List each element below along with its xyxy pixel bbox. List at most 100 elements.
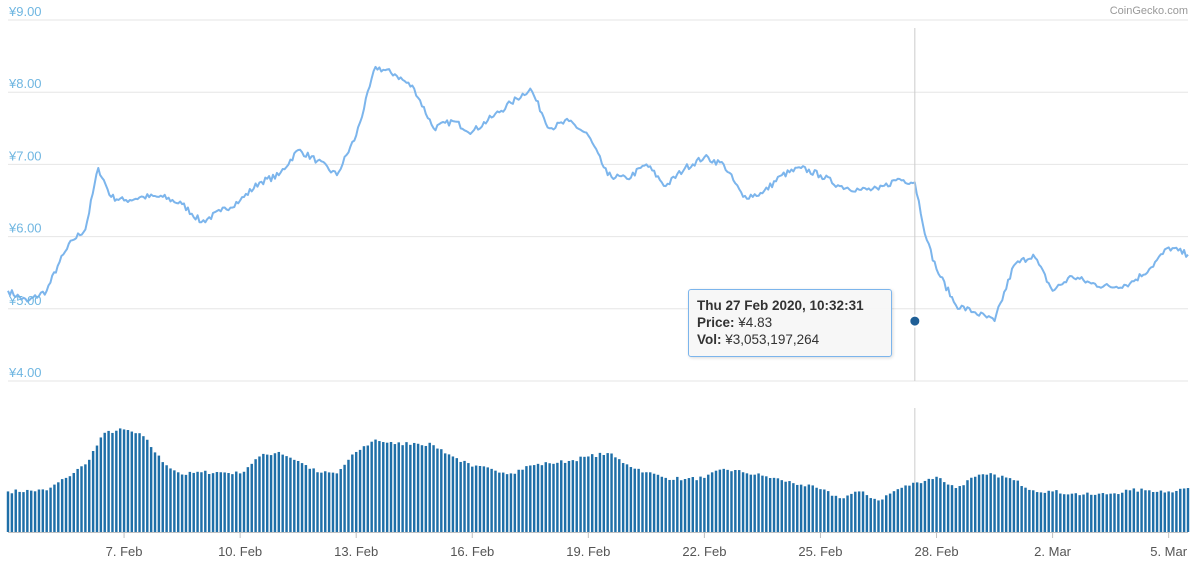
volume-bar bbox=[625, 464, 629, 532]
volume-bar bbox=[614, 457, 617, 532]
volume-bar bbox=[1140, 488, 1143, 532]
volume-bar bbox=[695, 480, 698, 532]
credit-link[interactable]: CoinGecko.com bbox=[1110, 5, 1188, 17]
x-tick-label: 22. Feb bbox=[682, 544, 726, 559]
volume-bar bbox=[842, 498, 845, 532]
volume-bar bbox=[1175, 490, 1178, 532]
volume-bar bbox=[1179, 488, 1182, 532]
x-tick-label: 7. Feb bbox=[106, 544, 143, 559]
volume-bar bbox=[316, 472, 319, 532]
volume-bar bbox=[231, 474, 234, 532]
volume-bar bbox=[1004, 477, 1008, 532]
volume-bar bbox=[68, 476, 72, 532]
x-tick-label: 5. Mar bbox=[1150, 544, 1188, 559]
volume-bar bbox=[474, 465, 478, 532]
volume-bar bbox=[629, 467, 633, 532]
volume-bar bbox=[734, 470, 737, 532]
volume-bar bbox=[687, 478, 691, 532]
volume-bar bbox=[857, 491, 861, 532]
volume-bar bbox=[443, 453, 447, 532]
volume-bar bbox=[676, 476, 679, 532]
volume-bar bbox=[378, 441, 381, 532]
volume-bar bbox=[293, 459, 296, 532]
volume-bar bbox=[374, 439, 377, 532]
y-axis-labels: ¥4.00 ¥5.00 ¥6.00 ¥7.00 ¥8.00 ¥9.00 bbox=[8, 4, 42, 380]
volume-bar bbox=[215, 472, 219, 532]
volume-bar bbox=[981, 474, 985, 532]
price-line bbox=[7, 65, 1189, 323]
volume-bar bbox=[331, 472, 335, 532]
volume-bar bbox=[1062, 494, 1066, 532]
x-tick-label: 16. Feb bbox=[450, 544, 494, 559]
volume-bar bbox=[269, 455, 273, 532]
volume-bar bbox=[973, 476, 977, 532]
volume-bar bbox=[126, 430, 130, 532]
volume-bar bbox=[1128, 490, 1132, 532]
volume-bar bbox=[505, 474, 509, 532]
volume-bar bbox=[943, 482, 946, 532]
volume-bar bbox=[896, 489, 900, 532]
volume-bar bbox=[792, 483, 795, 532]
volume-bar bbox=[397, 442, 400, 532]
volume-bar bbox=[869, 498, 872, 532]
tooltip-vol-row: Vol: ¥3,053,197,264 bbox=[697, 331, 883, 348]
volume-bar bbox=[146, 439, 149, 532]
volume-bar bbox=[1136, 491, 1139, 532]
volume-bar bbox=[575, 461, 578, 532]
hover-point-marker[interactable] bbox=[908, 314, 922, 328]
volume-bar bbox=[579, 456, 582, 532]
volume-bar bbox=[1101, 493, 1105, 532]
volume-bar bbox=[1016, 480, 1019, 532]
volume-bar bbox=[277, 451, 281, 532]
volume-bar bbox=[556, 462, 559, 532]
volume-bar bbox=[471, 466, 474, 532]
volume-bar bbox=[289, 457, 292, 532]
volume-bar bbox=[204, 470, 207, 532]
volume-bar bbox=[602, 455, 606, 532]
volume-bar bbox=[258, 456, 261, 532]
volume-bar bbox=[803, 486, 807, 532]
volume-bar bbox=[29, 490, 33, 532]
volume-bar bbox=[416, 443, 420, 532]
volume-bar bbox=[122, 429, 126, 532]
volume-bar bbox=[351, 454, 354, 532]
volume-bar bbox=[664, 477, 667, 532]
volume-bar bbox=[552, 463, 555, 532]
volume-bar bbox=[300, 463, 304, 532]
volume-bars bbox=[6, 428, 1190, 532]
volume-bar bbox=[1070, 493, 1074, 532]
volume-bar bbox=[768, 478, 772, 532]
volume-bar bbox=[161, 462, 164, 532]
volume-bar bbox=[84, 464, 87, 532]
volume-bar bbox=[1159, 490, 1163, 532]
price-series bbox=[7, 65, 1189, 323]
volume-bar bbox=[707, 474, 710, 532]
volume-bar bbox=[1113, 493, 1116, 532]
price-tooltip: Thu 27 Feb 2020, 10:32:31 Price: ¥4.83 V… bbox=[688, 289, 892, 357]
tooltip-price-key: Price: bbox=[697, 315, 735, 330]
volume-bar bbox=[1032, 490, 1035, 532]
volume-bar bbox=[1171, 492, 1174, 532]
volume-bar bbox=[238, 473, 242, 532]
tooltip-vol-key: Vol: bbox=[697, 332, 722, 347]
volume-bar bbox=[966, 480, 969, 532]
volume-bar bbox=[45, 490, 48, 532]
volume-bar bbox=[1109, 493, 1112, 532]
volume-bar bbox=[753, 474, 756, 532]
volume-bar bbox=[900, 487, 903, 532]
volume-bar bbox=[908, 485, 911, 532]
volume-bar bbox=[1151, 492, 1155, 532]
volume-bar bbox=[494, 470, 497, 532]
volume-bar bbox=[296, 460, 300, 532]
volume-bar bbox=[722, 468, 725, 532]
volume-bar bbox=[254, 459, 257, 532]
volume-bar bbox=[741, 472, 745, 532]
volume-bar bbox=[26, 489, 29, 532]
volume-bar bbox=[846, 495, 849, 532]
volume-bar bbox=[405, 442, 408, 532]
volume-bar bbox=[1043, 492, 1047, 532]
volume-bar bbox=[207, 474, 211, 532]
volume-bar bbox=[262, 453, 265, 532]
y-tick-label: ¥8.00 bbox=[8, 76, 42, 91]
